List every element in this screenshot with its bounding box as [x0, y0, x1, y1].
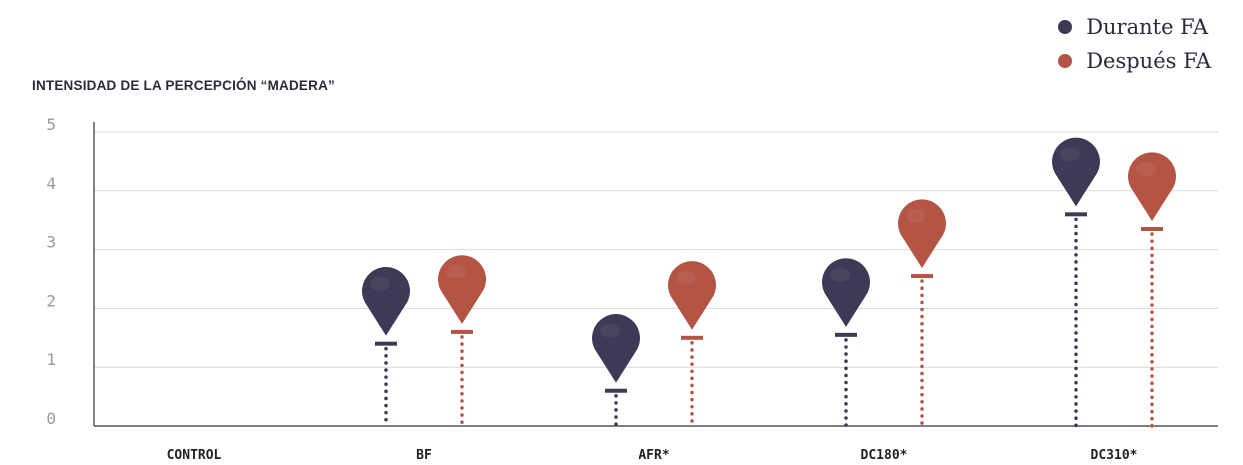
data-point: [1141, 227, 1163, 232]
pin-marker: [898, 199, 946, 269]
x-tick-label: CONTROL: [167, 448, 222, 463]
data-point: [835, 332, 857, 337]
y-tick-label: 3: [46, 233, 56, 252]
y-tick-label: 5: [46, 115, 56, 134]
data-point: [1065, 212, 1087, 217]
legend-label-durante: Durante FA: [1086, 15, 1209, 39]
y-tick-label: 4: [46, 174, 56, 193]
pin-marker: [668, 261, 716, 330]
pin-marker: [1128, 152, 1176, 222]
pin-highlight: [446, 264, 466, 279]
pin-highlight: [830, 267, 850, 282]
y-tick-label: 2: [46, 291, 56, 310]
data-point: [681, 335, 703, 340]
x-tick-label: DC180*: [861, 448, 908, 463]
pin-marker: [362, 267, 410, 336]
pin-marker: [592, 314, 640, 383]
chart-title: INTENSIDAD DE LA PERCEPCIÓN “MADERA”: [32, 78, 335, 93]
pin-highlight: [906, 209, 926, 224]
legend-label-despues: Después FA: [1086, 49, 1211, 73]
y-tick-label: 0: [46, 409, 56, 428]
data-point: [605, 388, 627, 393]
pin-highlight: [370, 276, 390, 291]
data-point: [911, 274, 933, 279]
data-point: [375, 341, 397, 346]
pin-highlight: [676, 270, 696, 285]
pin-highlight: [600, 323, 620, 338]
pin-highlight: [1060, 147, 1080, 162]
legend: Durante FA Después FA: [1058, 10, 1211, 78]
pin-marker: [1052, 137, 1100, 207]
pin-marker: [438, 255, 486, 324]
pin-highlight: [1136, 162, 1156, 177]
x-tick-label: DC310*: [1091, 448, 1138, 463]
pin-marker: [822, 258, 871, 327]
legend-item-despues: Después FA: [1058, 44, 1211, 78]
y-tick-label: 1: [46, 350, 56, 369]
legend-marker-despues: [1058, 54, 1073, 68]
x-tick-label: BF: [416, 448, 432, 463]
x-tick-label: AFR*: [638, 448, 669, 463]
data-point: [451, 329, 473, 334]
legend-item-durante: Durante FA: [1058, 10, 1211, 44]
legend-marker-durante: [1058, 20, 1073, 34]
